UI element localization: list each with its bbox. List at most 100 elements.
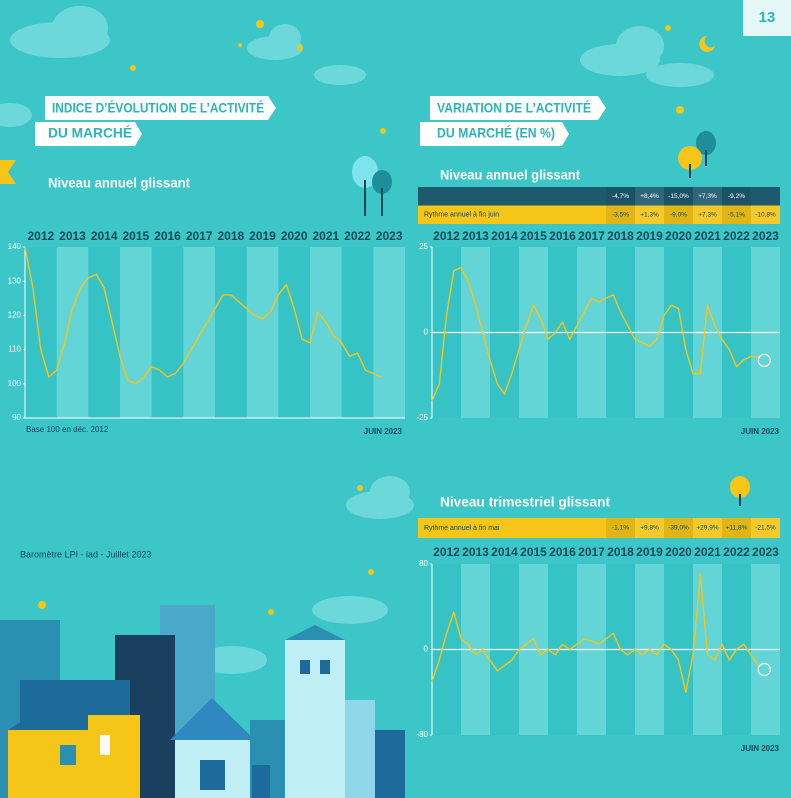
table-row (418, 187, 780, 206)
table-cell-text: -3,5% (612, 211, 629, 218)
y-tick-label: 100 (8, 379, 22, 388)
x-tick-label: 2016 (154, 229, 181, 243)
x-tick-label: 2023 (376, 229, 403, 243)
x-tick-label: 2020 (665, 545, 692, 559)
stars (0, 20, 715, 615)
ribbon (45, 96, 276, 120)
table-cell (606, 518, 635, 538)
table-row (418, 205, 780, 224)
row-label: Rythme annuel à fin juin (424, 212, 499, 219)
x-tick-label: 2022 (723, 545, 750, 559)
x-tick-label: 2014 (91, 229, 118, 243)
ribbon (420, 122, 569, 146)
year-band (56, 247, 89, 418)
x-tick-label: 2023 (752, 229, 779, 243)
houses (0, 605, 405, 798)
x-tick-label: 2015 (122, 229, 149, 243)
table-cell (664, 187, 693, 206)
x-tick-label: 2015 (520, 545, 547, 559)
table-cell (606, 187, 635, 206)
table-cell-text: -5,1% (728, 211, 745, 218)
row-label: Rythme annuel à fin mai (424, 525, 500, 532)
footer: Baromètre LPI - iad - Juillet 2023 (20, 549, 152, 559)
table-cell (664, 205, 693, 224)
trees (352, 131, 750, 506)
x-tick-label: 2012 (27, 229, 54, 243)
table-cell (722, 518, 751, 538)
section-title: DU MARCHÉ (48, 125, 132, 141)
x-tick-label: 2012 (433, 545, 460, 559)
x-tick-label: 2021 (694, 545, 721, 559)
table-cell (693, 205, 722, 224)
year-band (246, 247, 279, 418)
y-tick-label: 90 (12, 413, 21, 422)
table-cell (693, 518, 722, 538)
ribbon (430, 96, 606, 120)
x-tick-label: 2016 (549, 545, 576, 559)
table-cell (722, 187, 751, 206)
table-cell-text: -39,0% (668, 525, 689, 532)
table-cell-text: +7,3% (698, 193, 717, 200)
year-band (120, 247, 152, 418)
y-tick-label: 0 (424, 328, 429, 337)
x-tick-label: 2021 (312, 229, 339, 243)
y-tick-label: -25 (416, 413, 428, 422)
data-line (431, 266, 759, 402)
table-cell-text: +7,3% (698, 211, 717, 218)
data-line (24, 246, 382, 385)
page-number-box (743, 0, 791, 36)
date-label: JUIN 2023 (741, 744, 780, 753)
table-cell-text: +29,9% (696, 525, 718, 532)
y-tick-label: 140 (8, 242, 22, 251)
year-band (310, 247, 342, 418)
table-cell-text: -9,0% (670, 211, 687, 218)
x-tick-label: 2017 (578, 229, 605, 243)
date-label: JUIN 2023 (741, 427, 780, 436)
table-cell (751, 518, 780, 538)
table-cell-text: -1,1% (612, 525, 629, 532)
x-tick-label: 2023 (752, 545, 779, 559)
x-tick-label: 2018 (607, 229, 634, 243)
table-cell-text: +8,4% (640, 193, 659, 200)
end-marker (757, 662, 771, 677)
subtitle: Niveau annuel glissant (440, 167, 580, 183)
y-tick-label: 80 (419, 559, 428, 568)
x-tick-label: 2013 (462, 545, 489, 559)
table-cell (693, 187, 722, 206)
x-tick-label: 2017 (578, 545, 605, 559)
x-tick-label: 2018 (607, 545, 634, 559)
table-cell-text: -4,7% (612, 193, 629, 200)
y-tick-label: 110 (8, 345, 21, 354)
x-tick-label: 2019 (249, 229, 276, 243)
x-tick-label: 2013 (59, 229, 86, 243)
x-tick-label: 2022 (344, 229, 371, 243)
x-tick-label: 2020 (281, 229, 308, 243)
table-cell-text: -15,0% (668, 193, 689, 200)
x-tick-label: 2020 (665, 229, 692, 243)
table-cell-text: +1,3% (640, 211, 659, 218)
y-tick-label: 0 (424, 645, 429, 654)
year-band (373, 247, 405, 418)
date-label: JUIN 2023 (364, 427, 403, 436)
x-tick-label: 2019 (636, 545, 663, 559)
y-tick-label: 130 (8, 276, 22, 285)
table-cell-text: +9,8% (640, 525, 659, 532)
section-title: DU MARCHÉ (EN %) (437, 125, 555, 141)
page-number: 13 (759, 9, 776, 26)
table-cell (635, 205, 664, 224)
table-row (418, 518, 780, 538)
decor (0, 6, 714, 674)
x-tick-label: 2015 (520, 229, 547, 243)
x-tick-label: 2018 (217, 229, 244, 243)
end-marker (757, 353, 771, 368)
table-cell-text: -21,5% (755, 525, 776, 532)
x-tick-label: 2021 (694, 229, 721, 243)
ribbon (35, 122, 142, 146)
annotation: Base 100 en déc. 2012 (26, 425, 109, 434)
table-cell (635, 187, 664, 206)
table-cell (635, 518, 664, 538)
table-cell (606, 205, 635, 224)
subtitle: Niveau annuel glissant (48, 175, 190, 191)
y-tick-label: -80 (416, 730, 428, 739)
